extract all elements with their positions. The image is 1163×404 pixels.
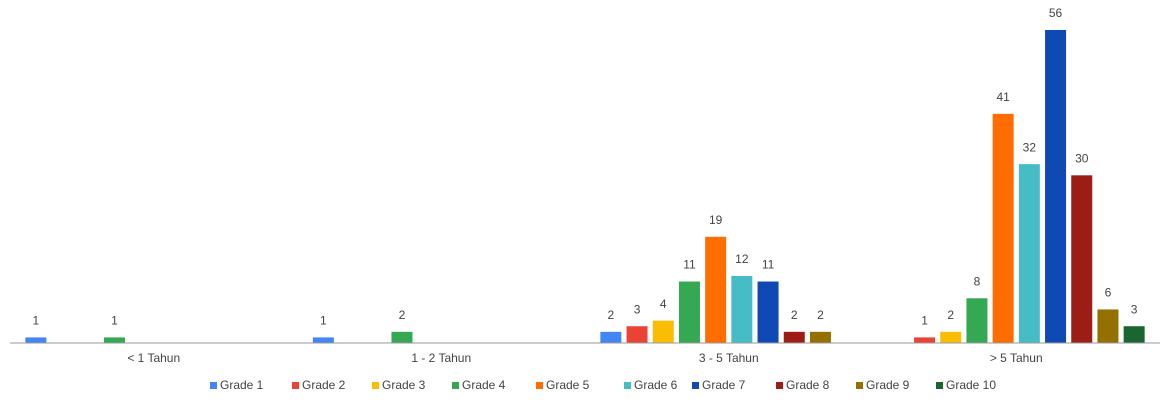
data-label: 56 — [1049, 6, 1063, 20]
bar — [600, 331, 622, 343]
legend-swatch — [452, 382, 459, 389]
legend-swatch — [856, 382, 863, 389]
legend-swatch — [372, 382, 379, 389]
bar — [652, 320, 674, 343]
data-label: 32 — [1023, 140, 1037, 154]
bar — [705, 236, 727, 343]
data-label: 6 — [1105, 286, 1112, 300]
bar — [992, 113, 1014, 343]
legend-label: Grade 6 — [634, 378, 678, 392]
data-label: 1 — [111, 314, 118, 328]
legend-label: Grade 5 — [546, 378, 590, 392]
bar — [1018, 164, 1040, 343]
data-label: 2 — [791, 308, 798, 322]
bar — [914, 337, 936, 343]
data-label: 1 — [320, 314, 327, 328]
legend-swatch — [776, 382, 783, 389]
x-tick-label: < 1 Tahun — [127, 351, 180, 365]
x-tick-label: 3 - 5 Tahun — [699, 351, 759, 365]
bar — [626, 326, 648, 343]
data-label: 11 — [683, 258, 696, 272]
bar — [103, 337, 125, 343]
data-label: 41 — [996, 90, 1010, 104]
bar — [940, 331, 962, 343]
legend-label: Grade 2 — [302, 378, 346, 392]
legend-label: Grade 8 — [786, 378, 830, 392]
legend-swatch — [292, 382, 299, 389]
data-label: 1 — [921, 314, 928, 328]
bar — [1123, 326, 1145, 343]
bar — [1045, 30, 1067, 343]
data-label: 3 — [1131, 302, 1138, 316]
data-label: 4 — [660, 297, 667, 311]
legend-swatch — [692, 382, 699, 389]
bar — [25, 337, 47, 343]
legend-swatch — [936, 382, 943, 389]
legend-label: Grade 3 — [382, 378, 426, 392]
legend-label: Grade 4 — [462, 378, 506, 392]
legend-swatch — [536, 382, 543, 389]
data-label: 19 — [709, 213, 723, 227]
data-label: 2 — [608, 308, 615, 322]
data-label: 2 — [817, 308, 824, 322]
bar — [1097, 309, 1119, 343]
bar — [757, 281, 779, 343]
data-label: 3 — [634, 302, 641, 316]
data-label: 8 — [974, 274, 981, 288]
bar — [783, 331, 805, 343]
data-label: 30 — [1075, 151, 1089, 165]
legend-label: Grade 1 — [220, 378, 264, 392]
data-label: 11 — [762, 258, 775, 272]
x-tick-label: > 5 Tahun — [990, 351, 1043, 365]
data-label: 1 — [33, 314, 40, 328]
legend-label: Grade 9 — [866, 378, 910, 392]
bar — [809, 331, 831, 343]
bar — [1071, 175, 1093, 343]
legend-swatch — [624, 382, 631, 389]
bar — [678, 281, 700, 343]
bar — [391, 331, 413, 343]
data-label: 2 — [399, 308, 406, 322]
legend-swatch — [210, 382, 217, 389]
legend-label: Grade 7 — [702, 378, 746, 392]
data-label: 12 — [735, 252, 749, 266]
data-label: 2 — [947, 308, 954, 322]
bar — [966, 298, 988, 343]
legend-label: Grade 10 — [946, 378, 996, 392]
bar — [312, 337, 334, 343]
bar — [731, 275, 753, 343]
x-tick-label: 1 - 2 Tahun — [411, 351, 471, 365]
